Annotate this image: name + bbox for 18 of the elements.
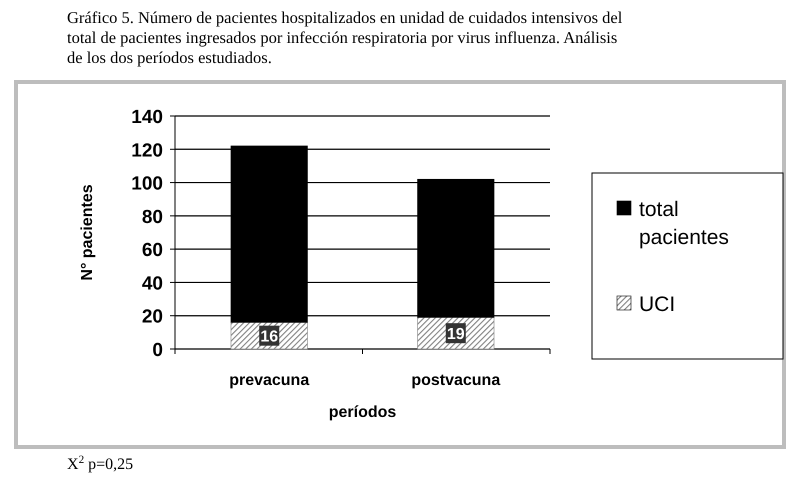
legend-label: total pacientes [639, 198, 729, 249]
legend-label: UCI [639, 293, 676, 316]
x-tick-label: prevacuna [229, 372, 310, 389]
data-label: 19 [446, 326, 465, 344]
chart-title: Gráfico 5. Número de pacientes hospitalizados en unidad de cuidados intensivos del total de pacientes ingresados por infección respiratoria por virus influenza. Análisis de los dos períodos estudiados. [67, 8, 623, 67]
y-tick-label: 0 [152, 340, 163, 361]
x-tick-label: postvacuna [411, 372, 500, 389]
y-tick-label: 100 [131, 174, 163, 195]
y-axis-title: N° pacientes [79, 184, 96, 281]
y-tick-label: 20 [142, 306, 163, 328]
y-tick-label: 140 [131, 107, 163, 128]
y-tick-label: 80 [142, 206, 163, 228]
text: X$^{2}$ p=0,25 [67, 454, 134, 473]
data-label: 16 [260, 328, 278, 346]
x-axis-title: períodos [328, 404, 396, 421]
y-tick-label: 60 [142, 240, 163, 262]
y-tick-label: 40 [142, 273, 163, 294]
y-tick-label: 120 [131, 140, 163, 162]
